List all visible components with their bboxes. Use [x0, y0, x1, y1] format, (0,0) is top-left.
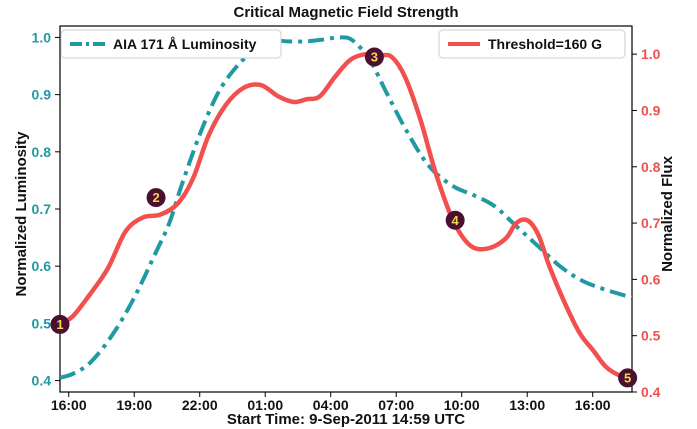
y-axis-left-label: Normalized Luminosity — [13, 131, 30, 297]
x-tick-label: 01:00 — [247, 397, 283, 413]
y-right-tick-label: 0.9 — [641, 102, 661, 118]
x-tick-label: 04:00 — [313, 397, 349, 413]
x-tick-label: 13:00 — [509, 397, 545, 413]
event-marker-circle — [50, 314, 70, 334]
event-marker-label: 5 — [624, 370, 631, 385]
y-left-tick-label: 0.9 — [32, 87, 52, 103]
legend-right-label: Threshold=160 G — [488, 36, 602, 52]
y-right-tick-label: 0.8 — [641, 159, 661, 175]
legend-right-box — [438, 29, 626, 59]
luminosity-series-line — [60, 35, 632, 380]
legend-left-label: AIA 171 Å Luminosity — [113, 36, 257, 52]
y-axis-right-label: Normalized Flux — [659, 155, 676, 272]
x-tick-label: 07:00 — [378, 397, 414, 413]
x-tick-label: 16:00 — [575, 397, 611, 413]
right-axis: 0.4 0.5 0.6 0.7 0.8 0.9 1.0 — [632, 46, 661, 400]
plot-border — [59, 25, 633, 393]
y-right-tick-label: 0.5 — [641, 328, 661, 344]
annotation-layer: 1 2 3 4 5 — [50, 47, 638, 388]
x-tick-label: 19:00 — [116, 397, 152, 413]
event-marker-4: 4 — [445, 210, 465, 230]
left-axis: 0.4 0.5 0.6 0.7 0.8 0.9 1.0 — [32, 29, 60, 389]
y-right-tick-label: 0.6 — [641, 271, 661, 287]
legend-right: Threshold=160 G — [438, 29, 626, 59]
y-left-tick-label: 0.7 — [32, 201, 52, 217]
plot-frame — [59, 25, 633, 393]
event-marker-circle — [146, 188, 166, 208]
y-left-tick-label: 0.4 — [32, 373, 52, 389]
y-left-tick-label: 1.0 — [32, 29, 52, 45]
event-marker-label: 3 — [371, 49, 378, 64]
event-marker-label: 1 — [56, 317, 63, 332]
event-marker-label: 2 — [152, 190, 159, 205]
event-marker-circle — [364, 47, 384, 67]
event-marker-circle — [618, 368, 638, 388]
legend-left: AIA 171 Å Luminosity — [60, 29, 282, 59]
series-layer — [60, 35, 632, 381]
y-right-tick-label: 0.4 — [641, 384, 661, 400]
flux-series-line — [60, 51, 632, 381]
x-tick-label: 22:00 — [182, 397, 218, 413]
event-marker-2: 2 — [146, 188, 166, 208]
event-marker-label: 4 — [452, 213, 460, 228]
y-left-tick-label: 0.6 — [32, 258, 52, 274]
event-marker-circle — [445, 210, 465, 230]
x-tick-label: 16:00 — [51, 397, 87, 413]
x-axis-label: Start Time: 9-Sep-2011 14:59 UTC — [227, 411, 465, 428]
y-right-tick-label: 0.7 — [641, 215, 661, 231]
y-left-tick-label: 0.5 — [32, 315, 52, 331]
event-marker-3: 3 — [364, 47, 384, 67]
chart-title: Critical Magnetic Field Strength — [233, 4, 458, 21]
event-marker-1: 1 — [50, 314, 70, 334]
y-left-tick-label: 0.8 — [32, 144, 52, 160]
y-right-tick-label: 1.0 — [641, 46, 661, 62]
x-tick-label: 10:00 — [444, 397, 480, 413]
event-marker-5: 5 — [618, 368, 638, 388]
legend-left-box — [60, 29, 282, 59]
x-axis: 16:00 19:00 22:00 01:00 04:00 07:00 10:00 13:00… — [51, 392, 611, 413]
